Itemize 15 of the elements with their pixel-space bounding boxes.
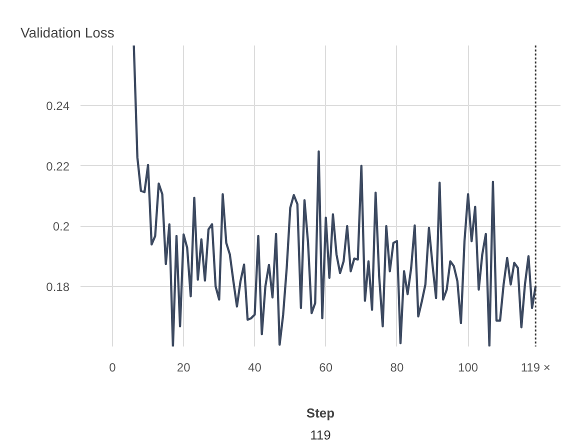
ref-line-label: 119 × <box>520 360 550 374</box>
y-tick-label: 0.22 <box>46 159 70 174</box>
line-series <box>132 46 537 346</box>
y-tick-label: 0.24 <box>46 99 70 114</box>
x-tick-label: 60 <box>319 360 333 374</box>
x-axis-title: Step <box>306 406 335 420</box>
x-tick-label: 80 <box>390 360 404 374</box>
x-tick-label: 100 <box>458 360 478 374</box>
x-tick-label: 40 <box>248 360 262 374</box>
y-tick-label: 0.2 <box>52 220 70 234</box>
text: 119 <box>310 428 331 442</box>
y-tick-label: 0.18 <box>46 280 70 294</box>
chart-title: Validation Loss <box>20 24 114 40</box>
x-tick-label: 20 <box>176 360 191 374</box>
x-tick-label: 0 <box>109 360 116 374</box>
